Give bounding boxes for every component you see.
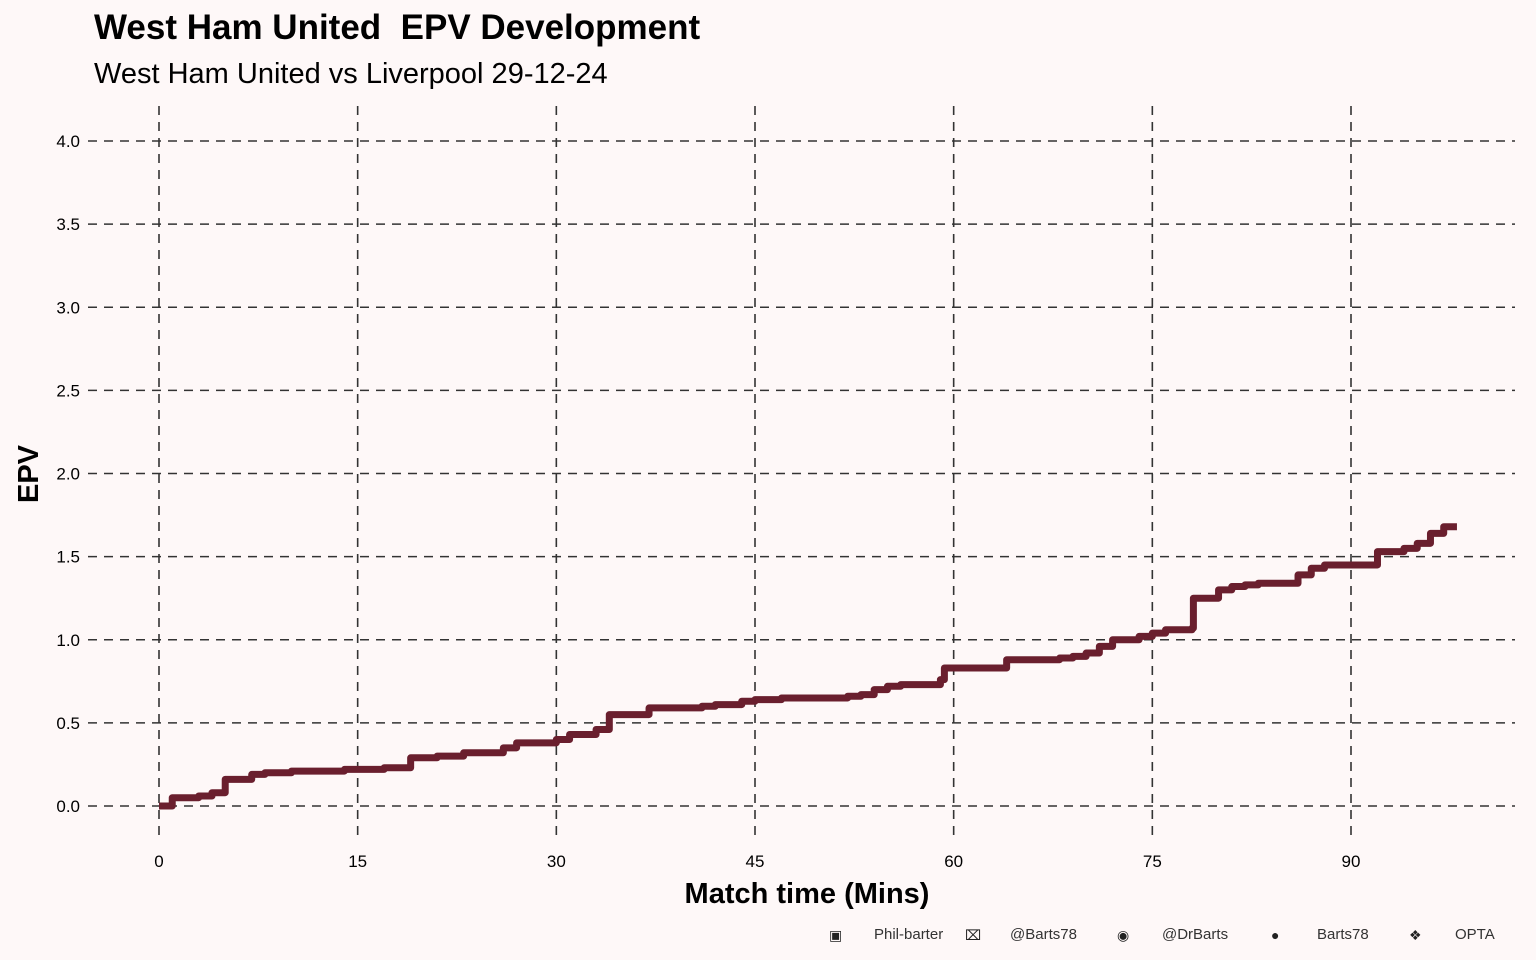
x-axis-label: Match time (Mins) [685,878,930,910]
mastodon-icon: ◉ [1117,927,1130,943]
github-icon: ● [1271,927,1280,943]
chart-title: West Ham United EPV Development [94,8,701,47]
x-tick-label: 0 [154,852,163,871]
x-tick-label: 30 [547,852,566,871]
y-tick-label: 2.5 [56,381,80,400]
y-tick-label: 2.0 [56,465,80,484]
y-tick-label: 0.5 [56,714,80,733]
y-tick-label: 3.5 [56,215,80,234]
epv-step-line [159,523,1457,810]
y-axis-label: EPV [13,444,45,503]
x-icon: ⌧ [965,927,982,943]
y-tick-label: 1.0 [56,631,80,650]
x-tick-label: 60 [944,852,963,871]
footer-github: Barts78 [1317,926,1369,943]
x-tick-label: 15 [348,852,367,871]
y-tick-label: 4.0 [56,132,80,151]
linkedin-icon: ▣ [829,927,843,943]
y-tick-label: 1.5 [56,548,80,567]
footer-x: @Barts78 [1010,926,1077,943]
y-tick-label: 0.0 [56,797,80,816]
chart-subtitle: West Ham United vs Liverpool 29-12-24 [94,58,608,90]
x-tick-label: 90 [1342,852,1361,871]
x-tick-label: 75 [1143,852,1162,871]
y-tick-label: 3.0 [56,298,80,317]
dropbox-icon: ❖ [1409,927,1422,943]
footer-source: OPTA [1455,926,1495,943]
footer-linkedin: Phil-barter [874,926,944,943]
x-tick-label: 45 [746,852,765,871]
footer-mastodon: @DrBarts [1162,926,1229,943]
